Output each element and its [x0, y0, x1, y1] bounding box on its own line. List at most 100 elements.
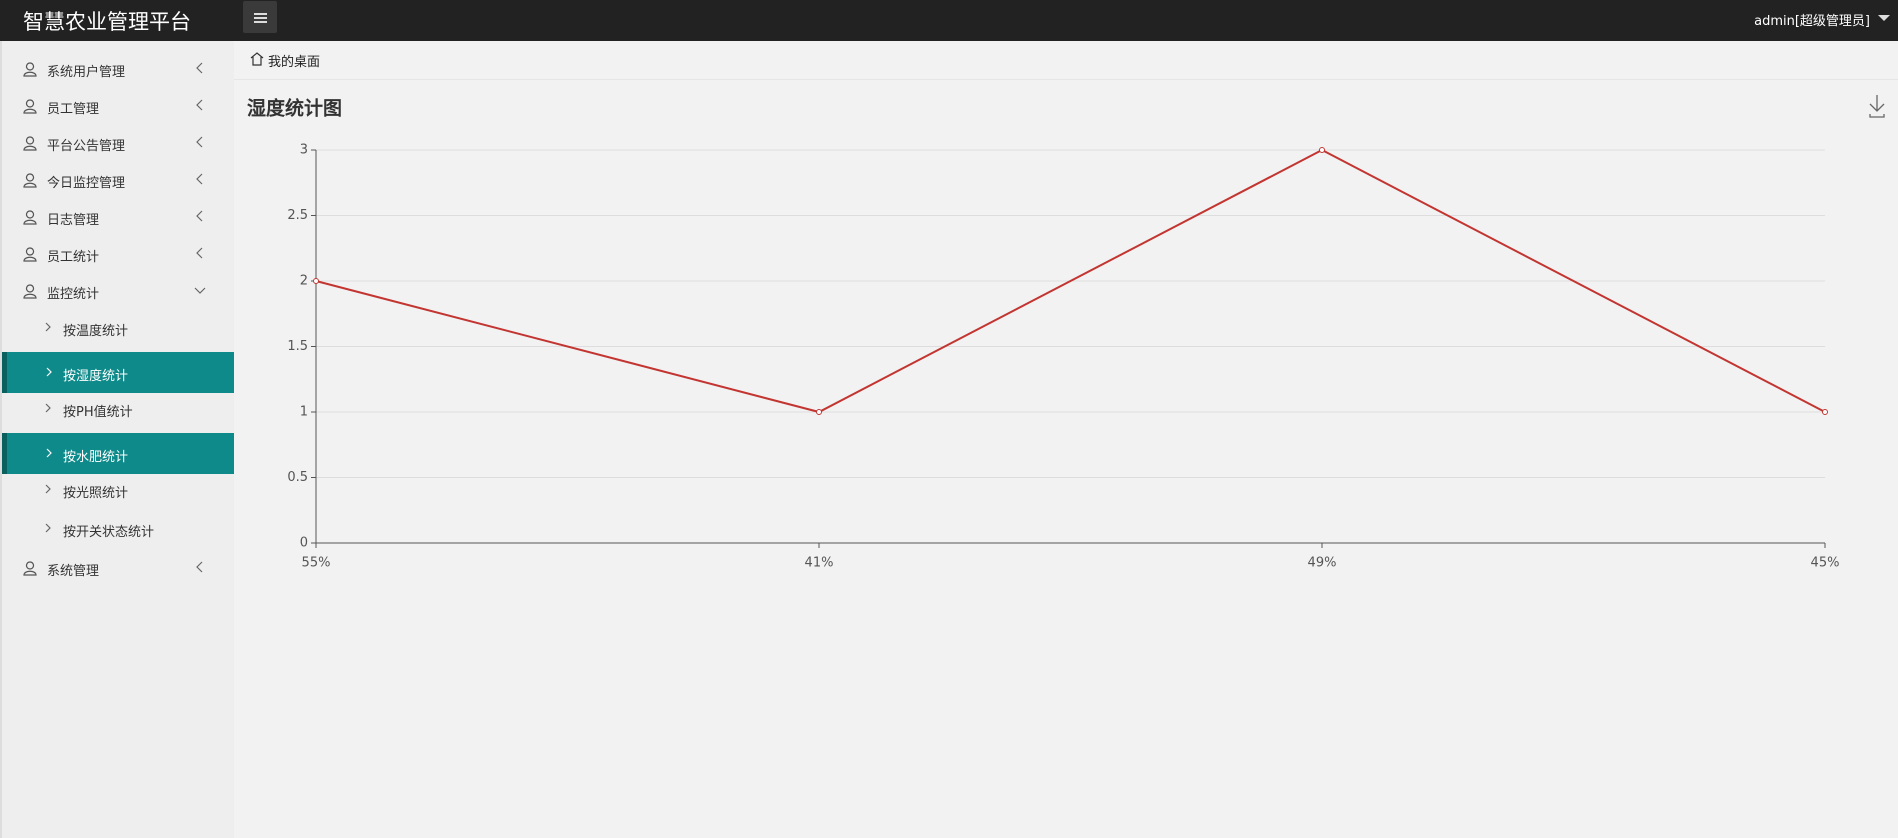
menu-icon	[196, 210, 203, 222]
icon-path	[23, 62, 37, 77]
menu-item[interactable]: 监控统计	[2, 273, 234, 309]
sidebar: 系统用户管理员工管理平台公告管理 今日监控管理 日志管理员工统计监控统计按温度统计按…	[0, 41, 234, 838]
menu-icon	[23, 99, 37, 114]
user-caret[interactable]	[1878, 15, 1890, 21]
menu-label: 今日监控管理	[47, 176, 126, 191]
menu-item[interactable]: 员工统计	[2, 236, 234, 272]
menu-label: 监控统计	[47, 287, 100, 302]
menu-icon	[45, 403, 51, 413]
point	[816, 409, 822, 415]
menu-label: 按PH值统计	[63, 405, 133, 420]
point	[1319, 147, 1325, 153]
menu-item[interactable]: 系统管理	[2, 550, 234, 586]
menu-icon	[23, 561, 37, 576]
icon-path	[196, 210, 203, 222]
point	[1822, 409, 1828, 415]
y-tick-label: 1	[300, 405, 308, 420]
icon-path	[45, 403, 51, 413]
user-name[interactable]: admin[超级管理员]	[1754, 14, 1870, 29]
icon-path	[23, 247, 37, 262]
icon-path	[196, 173, 203, 185]
menu-icon	[23, 62, 37, 77]
icon-path	[196, 247, 203, 259]
app-title: 智慧农业管理平台	[23, 10, 191, 34]
menu-icon	[196, 99, 203, 111]
submenu-item[interactable]: 按开关状态统计	[2, 511, 234, 547]
x-tick-label: 49%	[1308, 556, 1337, 571]
menu-icon	[23, 173, 37, 188]
menu-item[interactable]: 员工管理	[2, 88, 234, 124]
icon-path	[194, 287, 206, 294]
chart-title: 湿度统计图	[247, 97, 342, 120]
menu-icon	[46, 367, 52, 377]
x-tick-label: 41%	[805, 556, 834, 571]
y-tick-label: 1.5	[287, 339, 308, 354]
submenu-item[interactable]: 按PH值统计	[2, 391, 234, 427]
menu-icon	[45, 523, 51, 533]
icon-path	[45, 484, 51, 494]
menu-label: 按湿度统计	[63, 369, 129, 384]
icon-path	[23, 173, 37, 188]
menu-item[interactable]: 系统用户管理	[2, 51, 234, 87]
menu-label: 系统管理	[47, 564, 100, 579]
menu-icon	[23, 247, 37, 262]
top-bar: 智慧农业管理平台 admin[超级管理员]	[0, 0, 1898, 41]
icon-path	[196, 99, 203, 111]
icon-path	[45, 523, 51, 533]
menu-icon	[46, 448, 52, 458]
menu-icon	[196, 247, 203, 259]
menu-icon	[196, 561, 203, 573]
menu-icon	[23, 284, 37, 299]
menu-item[interactable]: 今日监控管理	[2, 162, 234, 198]
menu-label: 按开关状态统计	[63, 525, 155, 540]
menu-label: 系统用户管理	[47, 65, 126, 80]
y-tick-label: 0	[300, 536, 308, 551]
submenu-item[interactable]: 按水肥统计	[2, 433, 234, 474]
icon-path	[23, 136, 37, 151]
icon-path	[23, 561, 37, 576]
submenu-item[interactable]: 按温度统计	[2, 310, 234, 346]
icon-path	[23, 284, 37, 299]
home-icon	[250, 52, 264, 66]
y-tick-label: 3	[300, 143, 308, 158]
icon-path	[23, 210, 37, 225]
breadcrumb-text[interactable]: 我的桌面	[268, 55, 321, 70]
menu-label: 按水肥统计	[63, 450, 129, 465]
menu-icon	[196, 173, 203, 185]
icon-path	[196, 561, 203, 573]
menu-label: 按温度统计	[63, 324, 129, 339]
menu-icon	[45, 322, 51, 332]
menu-label: 员工统计	[47, 250, 100, 265]
download-icon[interactable]	[1869, 95, 1885, 118]
icon-path	[45, 322, 51, 332]
x-tick-label: 55%	[302, 556, 331, 571]
menu-icon	[23, 136, 37, 151]
menu-label: 平台公告管理	[47, 139, 126, 154]
y-tick-label: 0.5	[287, 470, 308, 485]
series-line	[315, 148, 1826, 414]
menu-label: 日志管理	[47, 213, 100, 228]
y-tick-label: 2	[300, 274, 308, 289]
menu-icon	[23, 210, 37, 225]
menu-icon	[196, 136, 203, 148]
menu-icon	[45, 484, 51, 494]
menu-icon	[194, 287, 206, 294]
menu-item[interactable]: 平台公告管理	[2, 125, 234, 161]
x-tick-label: 45%	[1811, 556, 1840, 571]
icon-path	[196, 62, 203, 74]
menu-item[interactable]: 日志管理	[2, 199, 234, 235]
icon-path	[46, 367, 52, 377]
menu-label: 按光照统计	[63, 486, 129, 501]
submenu-item[interactable]: 按湿度统计	[2, 352, 234, 393]
breadcrumb: 我的桌面	[234, 41, 1898, 80]
point	[313, 278, 319, 284]
icon-path	[196, 136, 203, 148]
icon-path	[23, 99, 37, 114]
menu-toggle[interactable]	[243, 1, 277, 33]
menu-icon	[196, 62, 203, 74]
submenu-item[interactable]: 按光照统计	[2, 472, 234, 508]
y-tick-label: 2.5	[287, 208, 308, 223]
